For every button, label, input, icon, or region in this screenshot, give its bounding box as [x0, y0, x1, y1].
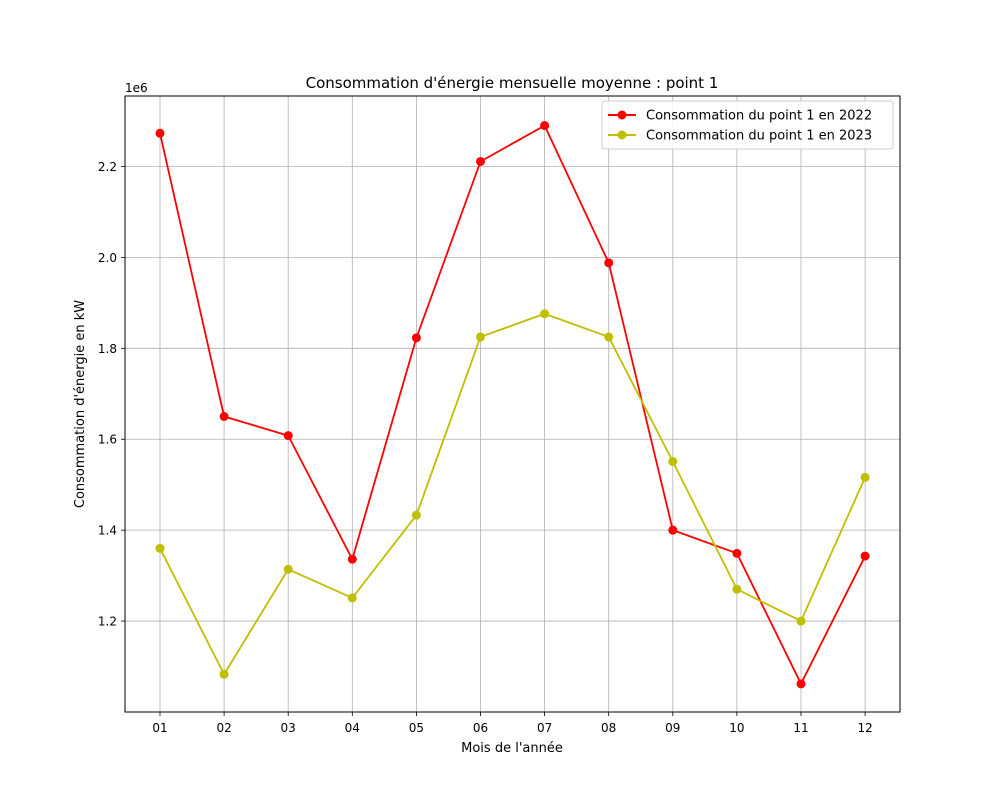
- y-tick-label: 1.2: [98, 615, 117, 629]
- data-point: [283, 431, 293, 441]
- y-offset-label: 1e6: [125, 81, 148, 95]
- series-line: [159, 312, 866, 677]
- data-point: [411, 333, 421, 343]
- data-point: [604, 332, 614, 342]
- data-point: [219, 412, 229, 422]
- y-axis: 1.2 1.4 1.6 1.8 2.0 2.2: [98, 160, 125, 629]
- y-tick-label: 2.0: [98, 251, 117, 265]
- x-tick-label: 03: [281, 721, 296, 735]
- x-tick-label: 11: [793, 721, 808, 735]
- legend-marker-2022: [617, 110, 627, 120]
- data-point: [668, 525, 678, 535]
- data-point: [796, 679, 806, 689]
- y-tick-label: 2.2: [98, 160, 117, 174]
- data-point: [411, 510, 421, 520]
- legend: Consommation du point 1 en 2022 Consomma…: [601, 100, 894, 150]
- x-axis-label: Mois de l'année: [461, 741, 563, 756]
- plot-frame: [124, 95, 901, 713]
- data-point: [604, 258, 614, 268]
- y-axis-label: Consommation d'énergie en kW: [73, 300, 88, 508]
- chart-title: Consommation d'énergie mensuelle moyenne…: [306, 74, 719, 92]
- legend-label-2023: Consommation du point 1 en 2023: [646, 129, 872, 144]
- x-tick-label: 01: [152, 721, 167, 735]
- series-2: [155, 309, 870, 679]
- data-point: [732, 548, 742, 558]
- data-point: [476, 156, 485, 166]
- y-tick-label: 1.6: [98, 433, 117, 447]
- x-tick-label: 04: [345, 721, 360, 735]
- data-point: [219, 669, 229, 679]
- data-point: [347, 554, 357, 564]
- x-tick-label: 05: [409, 721, 424, 735]
- data-point: [668, 457, 678, 467]
- x-tick-label: 10: [729, 721, 744, 735]
- data-point: [155, 128, 165, 138]
- x-tick-label: 08: [601, 721, 616, 735]
- series-line: [159, 124, 866, 686]
- x-tick-label: 02: [216, 721, 231, 735]
- data-point: [860, 472, 870, 482]
- x-axis: 01 02 03 04 05 06 07 08 09 10 11 12: [152, 712, 873, 735]
- data-point: [155, 543, 165, 553]
- legend-marker-2023: [617, 130, 627, 140]
- data-point: [732, 584, 742, 594]
- y-tick-label: 1.8: [98, 342, 117, 356]
- x-tick-label: 12: [857, 721, 872, 735]
- data-point: [283, 564, 293, 574]
- data-point: [347, 593, 357, 603]
- series-layer: [155, 121, 870, 689]
- grid-lines: [125, 96, 900, 712]
- x-tick-label: 06: [473, 721, 488, 735]
- data-point: [860, 551, 870, 561]
- x-tick-label: 09: [665, 721, 680, 735]
- data-point: [476, 332, 485, 342]
- y-tick-label: 1.4: [98, 524, 117, 538]
- data-point: [540, 309, 550, 319]
- series-1: [155, 121, 870, 689]
- x-tick-label: 07: [537, 721, 552, 735]
- legend-label-2022: Consommation du point 1 en 2022: [646, 109, 872, 124]
- data-point: [796, 616, 806, 626]
- data-point: [540, 121, 550, 131]
- legend-box: [601, 100, 894, 150]
